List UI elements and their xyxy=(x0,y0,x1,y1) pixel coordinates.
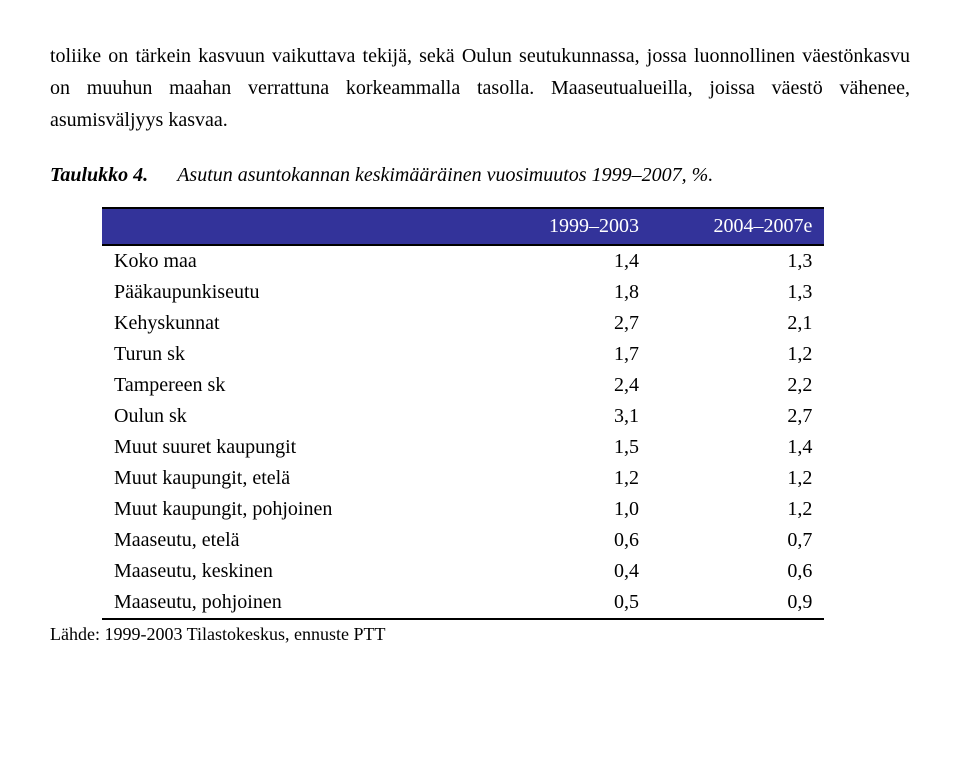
table-cell: Maaseutu, etelä xyxy=(102,525,478,556)
table-cell: Turun sk xyxy=(102,339,478,370)
table-row: Maaseutu, keskinen0,40,6 xyxy=(102,556,824,587)
table-cell: 2,7 xyxy=(651,401,824,432)
table-cell: 0,6 xyxy=(651,556,824,587)
table-cell: 1,7 xyxy=(478,339,651,370)
table-cell: Oulun sk xyxy=(102,401,478,432)
table-header-row: 1999–2003 2004–2007e xyxy=(102,208,824,245)
caption-text: Asutun asuntokannan keskimääräinen vuosi… xyxy=(177,164,713,186)
table-cell: 0,4 xyxy=(478,556,651,587)
table-cell: Maaseutu, keskinen xyxy=(102,556,478,587)
table-cell: 1,3 xyxy=(651,277,824,308)
table-cell: 3,1 xyxy=(478,401,651,432)
table-cell: 2,4 xyxy=(478,370,651,401)
table-cell: 1,2 xyxy=(478,463,651,494)
table-cell: Tampereen sk xyxy=(102,370,478,401)
table-cell: Muut kaupungit, pohjoinen xyxy=(102,494,478,525)
table-cell: 1,2 xyxy=(651,463,824,494)
table-cell: 0,7 xyxy=(651,525,824,556)
table-cell: 1,3 xyxy=(651,245,824,277)
table-cell: 1,2 xyxy=(651,339,824,370)
table-row: Maaseutu, pohjoinen0,50,9 xyxy=(102,587,824,619)
data-table: 1999–2003 2004–2007e Koko maa1,41,3Pääka… xyxy=(102,207,824,620)
table-header-cell: 2004–2007e xyxy=(651,208,824,245)
table-header-cell xyxy=(102,208,478,245)
body-paragraph: toliike on tärkein kasvuun vaikuttava te… xyxy=(50,40,910,136)
table-cell: 0,6 xyxy=(478,525,651,556)
table-cell: 0,5 xyxy=(478,587,651,619)
table-cell: 1,4 xyxy=(651,432,824,463)
table-row: Tampereen sk2,42,2 xyxy=(102,370,824,401)
table-cell: 2,2 xyxy=(651,370,824,401)
table-cell: 1,0 xyxy=(478,494,651,525)
table-row: Koko maa1,41,3 xyxy=(102,245,824,277)
table-row: Pääkaupunkiseutu1,81,3 xyxy=(102,277,824,308)
table-source: Lähde: 1999-2003 Tilastokeskus, ennuste … xyxy=(50,624,910,645)
table-cell: 1,2 xyxy=(651,494,824,525)
table-cell: Muut kaupungit, etelä xyxy=(102,463,478,494)
table-cell: 1,8 xyxy=(478,277,651,308)
table-header-cell: 1999–2003 xyxy=(478,208,651,245)
table-cell: Maaseutu, pohjoinen xyxy=(102,587,478,619)
table-row: Muut kaupungit, etelä1,21,2 xyxy=(102,463,824,494)
table-row: Turun sk1,71,2 xyxy=(102,339,824,370)
table-row: Muut suuret kaupungit1,51,4 xyxy=(102,432,824,463)
table-cell: 0,9 xyxy=(651,587,824,619)
table-cell: Kehyskunnat xyxy=(102,308,478,339)
table-cell: Pääkaupunkiseutu xyxy=(102,277,478,308)
table-cell: 2,7 xyxy=(478,308,651,339)
table-cell: Koko maa xyxy=(102,245,478,277)
table-cell: 1,5 xyxy=(478,432,651,463)
table-cell: 1,4 xyxy=(478,245,651,277)
table-caption: Taulukko 4. Asutun asuntokannan keskimää… xyxy=(50,164,910,187)
table-row: Oulun sk3,12,7 xyxy=(102,401,824,432)
table-cell: 2,1 xyxy=(651,308,824,339)
table-cell: Muut suuret kaupungit xyxy=(102,432,478,463)
table-row: Muut kaupungit, pohjoinen1,01,2 xyxy=(102,494,824,525)
caption-label: Taulukko 4. xyxy=(50,164,148,186)
table-row: Maaseutu, etelä0,60,7 xyxy=(102,525,824,556)
table-row: Kehyskunnat2,72,1 xyxy=(102,308,824,339)
